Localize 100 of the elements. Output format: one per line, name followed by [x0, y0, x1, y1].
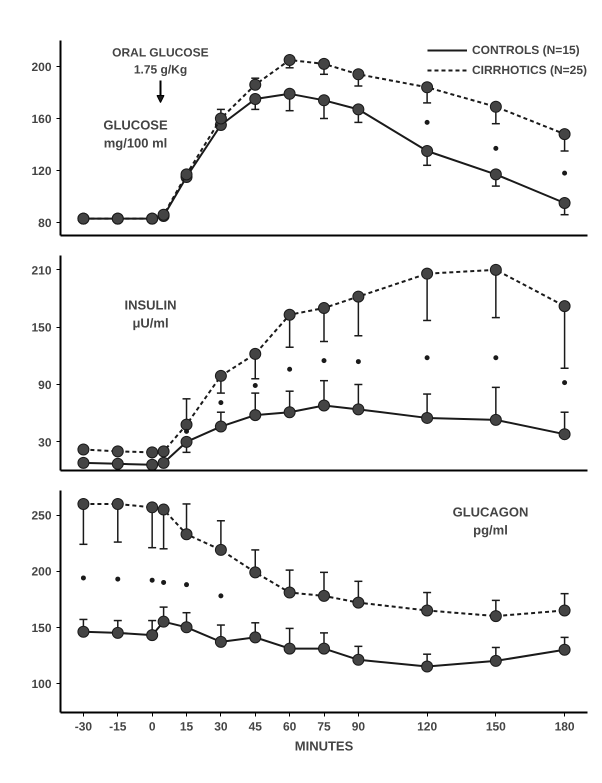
- point: [493, 355, 498, 360]
- point: [424, 355, 430, 360]
- point: [558, 644, 571, 656]
- point: [158, 445, 170, 458]
- point: [218, 593, 224, 598]
- point: [158, 504, 170, 516]
- point: [562, 380, 568, 386]
- point: [184, 582, 190, 588]
- point: [180, 418, 193, 431]
- point: [146, 446, 158, 458]
- point: [352, 403, 364, 416]
- x-tick-label: -15: [109, 720, 127, 734]
- point: [490, 100, 502, 113]
- legend-label: CIRRHOTICS (N=25): [472, 63, 587, 77]
- point: [146, 501, 158, 514]
- point: [249, 93, 262, 105]
- y-tick-label: 100: [31, 676, 52, 691]
- point: [558, 300, 571, 312]
- point: [77, 456, 90, 469]
- point: [249, 78, 262, 91]
- point: [112, 626, 124, 639]
- point: [322, 358, 326, 364]
- y-tick-label: 210: [31, 263, 52, 278]
- annotation: ORAL GLUCOSE 1.75 g/Kg: [112, 46, 209, 76]
- point: [214, 420, 227, 433]
- point: [352, 68, 364, 80]
- point: [249, 409, 262, 422]
- point: [150, 578, 155, 583]
- y-axis-title: GLUCAGON pg/ml: [452, 504, 528, 538]
- x-tick-label: 30: [214, 720, 228, 734]
- point: [318, 400, 330, 412]
- point: [249, 631, 262, 644]
- y-tick-label: 200: [31, 60, 52, 74]
- point: [77, 626, 90, 638]
- legend-label: CONTROLS (N=15): [472, 43, 580, 57]
- point: [252, 382, 258, 388]
- y-tick-label: 80: [38, 216, 52, 230]
- y-tick-label: 90: [38, 378, 52, 392]
- x-tick-label: 180: [554, 720, 575, 734]
- point: [352, 290, 364, 303]
- point: [180, 621, 193, 634]
- x-tick-label: 90: [352, 720, 366, 734]
- x-tick-label: 120: [417, 720, 438, 734]
- point: [558, 604, 571, 616]
- point: [161, 580, 166, 585]
- point: [158, 456, 170, 469]
- point: [490, 414, 502, 426]
- y-tick-label: 250: [31, 508, 52, 523]
- point: [424, 120, 430, 125]
- y-tick-label: 150: [31, 620, 52, 635]
- point: [115, 576, 120, 582]
- point: [421, 81, 434, 94]
- point: [180, 528, 193, 540]
- point: [352, 654, 364, 666]
- point: [421, 268, 434, 280]
- point: [146, 458, 158, 470]
- y-tick-label: 120: [31, 164, 52, 178]
- point: [284, 642, 296, 655]
- point: [214, 544, 227, 556]
- point: [490, 168, 502, 180]
- x-tick-label: 0: [148, 720, 156, 734]
- point: [112, 445, 124, 458]
- point: [249, 566, 262, 578]
- x-tick-label: 75: [317, 720, 331, 734]
- point: [77, 443, 90, 456]
- point: [352, 103, 364, 116]
- point: [562, 170, 568, 176]
- point: [249, 348, 262, 360]
- point: [284, 54, 296, 66]
- point: [287, 366, 292, 372]
- point: [284, 308, 296, 321]
- point: [214, 636, 227, 648]
- x-tick-label: -30: [74, 720, 92, 734]
- point: [284, 586, 296, 599]
- point: [318, 590, 330, 602]
- point: [214, 112, 227, 124]
- x-axis-title: MINUTES: [294, 738, 354, 754]
- x-tick-label: 60: [282, 720, 297, 734]
- point: [352, 596, 364, 609]
- point: [318, 58, 330, 70]
- y-axis-title: INSULIN μU/ml: [124, 298, 176, 330]
- point: [318, 94, 330, 106]
- y-axis-title: GLUCOSE mg/100 ml: [103, 118, 168, 150]
- point: [318, 302, 330, 314]
- point: [421, 145, 434, 157]
- y-tick-label: 160: [31, 112, 52, 126]
- point: [214, 370, 227, 382]
- y-tick-label: 30: [38, 435, 52, 450]
- x-tick-label: 45: [248, 720, 262, 734]
- x-tick-label: 15: [180, 720, 194, 734]
- point: [318, 642, 330, 655]
- point: [558, 128, 571, 140]
- point: [558, 428, 571, 440]
- point: [218, 400, 224, 406]
- point: [146, 629, 158, 642]
- point: [180, 168, 193, 180]
- point: [558, 197, 571, 209]
- point: [180, 436, 193, 448]
- point: [421, 604, 434, 616]
- point: [356, 359, 361, 364]
